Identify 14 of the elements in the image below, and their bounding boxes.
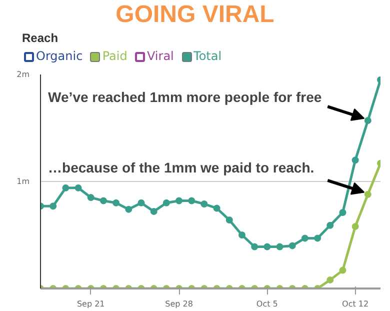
x-tick-label: Sep 21	[76, 300, 105, 308]
x-tick-label: Oct 5	[256, 300, 278, 308]
x-tick-label: Sep 28	[165, 300, 193, 308]
legend-label: Organic	[36, 49, 83, 63]
annotation: We’ve reached 1mm more people for free	[48, 88, 322, 105]
annotation: …because of the 1mm we paid to reach.	[48, 160, 314, 176]
y-tick-label: 2m	[16, 70, 30, 79]
chart-title: GOING VIRAL	[116, 0, 274, 30]
legend-label: Viral	[146, 49, 174, 63]
x-tick-label: Oct 12	[342, 300, 369, 308]
legend-label: Total	[194, 49, 222, 63]
y-tick-label: 1m	[16, 177, 30, 186]
legend-label: Paid	[102, 49, 128, 63]
chart-subtitle: Reach	[22, 30, 58, 46]
